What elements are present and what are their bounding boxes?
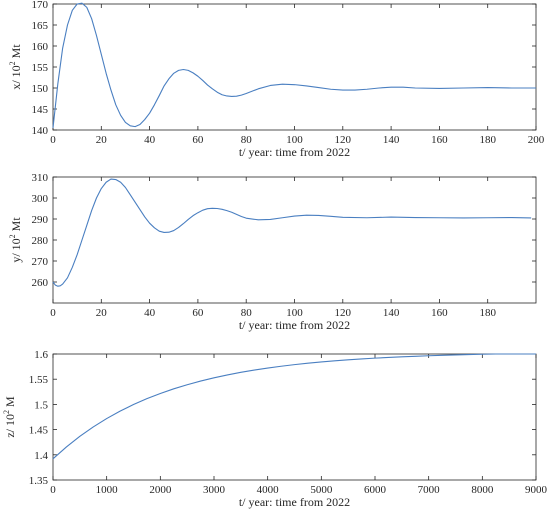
y-axis-label-exponent: 2 <box>2 410 11 414</box>
x-tick-label: 5000 <box>310 484 333 496</box>
x-tick-label: 20 <box>96 307 108 319</box>
x-tick-label: 80 <box>241 134 253 146</box>
x-tick-label: 0 <box>50 484 56 496</box>
x-tick-label: 40 <box>144 134 156 146</box>
series-line <box>52 178 532 287</box>
x-tick-label: 7000 <box>418 484 441 496</box>
y-axis-label: y/ 102 Mt <box>8 217 23 263</box>
y-axis-label: x/ 102 Mt <box>8 44 23 90</box>
x-tick-label: 40 <box>144 307 156 319</box>
x-tick-label: 8000 <box>471 484 494 496</box>
y-axis-label-base: z/ 10 <box>3 414 17 438</box>
x-axis-label: t/ year: time from 2022 <box>239 145 350 159</box>
x-tick-label: 2000 <box>149 484 172 496</box>
x-tick-label: 60 <box>192 307 204 319</box>
y-tick-label: 310 <box>32 172 49 184</box>
y-tick-label: 300 <box>32 193 49 205</box>
y-tick-label: 1.55 <box>29 374 49 386</box>
y-tick-label: 170 <box>32 0 49 11</box>
x-tick-label: 60 <box>192 134 204 146</box>
chart-panel-z: 0 1000 2000 3000 4000 5000 6000 7000 8000 9000 1.3… <box>2 349 548 509</box>
y-axis-label-exponent: 2 <box>8 234 17 238</box>
x-tick-label: 80 <box>241 307 253 319</box>
y-axis-label-unit: Mt <box>9 217 23 235</box>
x-tick-label: 140 <box>383 134 400 146</box>
x-tick-label: 180 <box>479 307 496 319</box>
x-tick-label: 140 <box>383 307 400 319</box>
plot-frame <box>52 353 537 481</box>
plot-frame <box>52 176 537 304</box>
y-axis-label: z/ 102 M <box>2 396 17 438</box>
x-tick-label: 120 <box>335 307 352 319</box>
x-tick-label: 200 <box>528 134 545 146</box>
plot-frame <box>52 3 537 131</box>
y-axis-label-unit: M <box>3 396 17 410</box>
x-tick-label: 1000 <box>96 484 119 496</box>
y-tick-label: 1.35 <box>29 475 49 487</box>
x-tick-label: 20 <box>96 134 108 146</box>
y-tick-label: 160 <box>32 41 49 53</box>
y-tick-label: 1.6 <box>34 349 48 361</box>
y-tick-label: 260 <box>32 277 49 289</box>
y-tick-label: 165 <box>32 20 49 32</box>
x-tick-label: 3000 <box>203 484 226 496</box>
x-tick-label: 0 <box>50 134 56 146</box>
y-tick-label: 145 <box>32 104 49 116</box>
y-tick-label: 290 <box>32 214 49 226</box>
series-line <box>52 353 536 460</box>
x-axis-label: t/ year: time from 2022 <box>239 495 350 509</box>
x-tick-label: 6000 <box>364 484 387 496</box>
y-tick-label: 155 <box>32 62 49 74</box>
x-tick-label: 4000 <box>257 484 280 496</box>
y-tick-label: 280 <box>32 235 49 247</box>
x-tick-label: 180 <box>479 134 496 146</box>
series-line <box>52 2 536 128</box>
y-tick-label: 1.5 <box>34 399 48 411</box>
y-axis-label-unit: Mt <box>9 44 23 62</box>
x-tick-label: 120 <box>335 134 352 146</box>
chart-panel-y: 0 20 40 60 80 100 120 140 160 180 260 270 280 290 300 3… <box>8 172 537 332</box>
y-tick-label: 1.4 <box>34 450 48 462</box>
x-tick-label: 100 <box>286 307 303 319</box>
y-tick-label: 140 <box>32 125 49 137</box>
x-tick-label: 100 <box>286 134 303 146</box>
y-tick-label: 1.45 <box>29 425 49 437</box>
y-tick-label: 270 <box>32 256 49 268</box>
x-tick-label: 0 <box>50 307 56 319</box>
y-axis-label-exponent: 2 <box>8 61 17 65</box>
y-tick-label: 150 <box>32 83 49 95</box>
x-tick-label: 160 <box>431 134 448 146</box>
x-tick-label: 160 <box>431 307 448 319</box>
y-axis-label-base: x/ 10 <box>9 65 23 89</box>
x-axis-label: t/ year: time from 2022 <box>239 318 350 332</box>
y-axis-label-base: y/ 10 <box>9 238 23 262</box>
chart-panel-x: 0 20 40 60 80 100 120 140 160 180 200 140 145 150 155 1… <box>8 0 545 159</box>
x-tick-label: 9000 <box>525 484 548 496</box>
